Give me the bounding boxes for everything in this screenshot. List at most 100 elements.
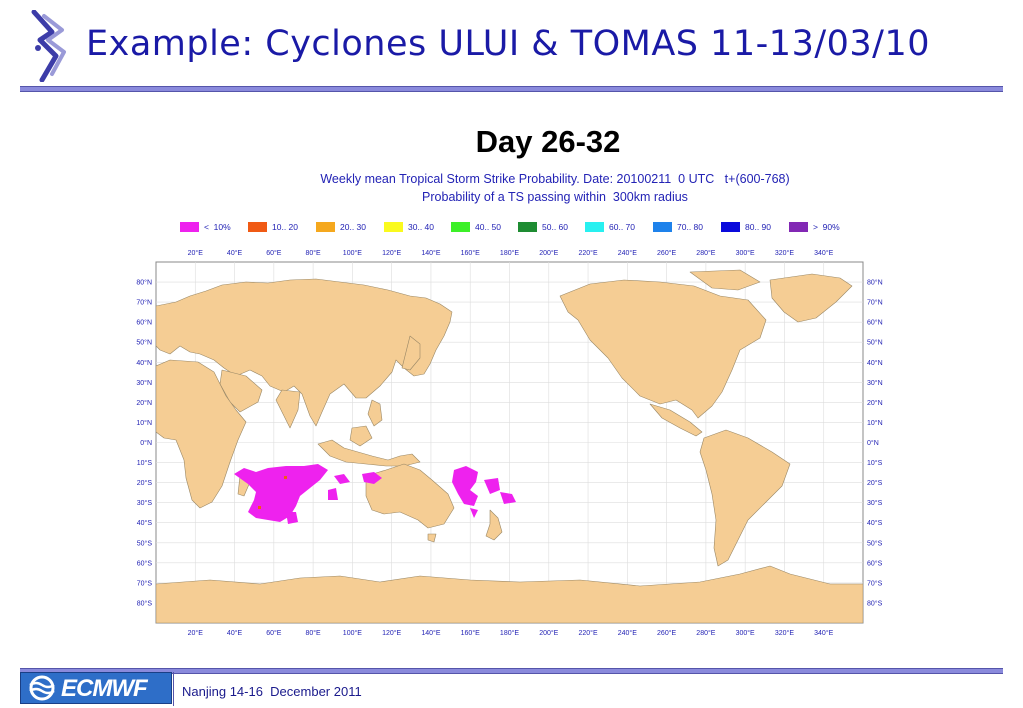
ecmwf-logo-text: ECMWF — [61, 675, 148, 702]
land-eurasia — [156, 278, 453, 427]
legend-swatch — [518, 222, 537, 232]
longitude-label: 260°E — [657, 249, 676, 257]
land-greenland — [769, 273, 853, 323]
latitude-label: 70°N — [136, 299, 152, 307]
latitude-label: 10°N — [136, 419, 152, 427]
longitude-label: 240°E — [618, 629, 637, 637]
longitude-label: 80°E — [305, 249, 321, 257]
longitude-label: 20°E — [188, 249, 204, 257]
land-central-america — [649, 403, 703, 437]
land-new-zealand — [485, 509, 503, 541]
longitude-label: 320°E — [775, 629, 794, 637]
map-subtitle-line1: Weekly mean Tropical Storm Strike Probab… — [320, 172, 790, 186]
longitude-label: 180°E — [500, 249, 519, 257]
latitude-label: 60°N — [136, 319, 152, 327]
legend-label: > 90% — [813, 222, 840, 232]
latitude-labels-right: 80°N 70°N 60°N 50°N 40°N 30°N 20°N 10°N 0°N 10°S 2… — [867, 279, 883, 608]
land-north-america — [559, 279, 767, 419]
title-rule — [20, 86, 1003, 92]
land-india — [275, 389, 301, 429]
latitude-label: 30°S — [867, 499, 883, 507]
ecmwf-logo: ECMWF — [20, 672, 172, 704]
legend-swatch — [248, 222, 267, 232]
legend-swatch — [451, 222, 470, 232]
probability-blob — [286, 512, 298, 524]
land-south-america — [699, 429, 791, 567]
land-arctic-islands — [689, 269, 761, 291]
legend-label: 40.. 50 — [475, 222, 501, 232]
probability-blob — [362, 472, 382, 484]
longitude-label: 80°E — [305, 629, 321, 637]
longitude-label: 100°E — [343, 629, 362, 637]
legend-label: 10.. 20 — [272, 222, 298, 232]
latitude-label: 40°N — [867, 359, 883, 367]
longitude-label: 220°E — [578, 249, 597, 257]
latitude-label: 50°N — [867, 339, 883, 347]
longitude-label: 180°E — [500, 629, 519, 637]
latitude-label: 20°S — [137, 479, 153, 487]
map-land — [156, 269, 863, 623]
latitude-label: 40°S — [867, 519, 883, 527]
latitude-label: 60°S — [137, 559, 153, 567]
footer-divider — [173, 672, 174, 706]
probability-blob — [484, 478, 500, 494]
latitude-label: 40°S — [137, 519, 153, 527]
longitude-label: 320°E — [775, 249, 794, 257]
longitude-label: 120°E — [382, 249, 401, 257]
probability-blob — [328, 488, 338, 500]
longitude-label: 220°E — [578, 629, 597, 637]
latitude-label: 20°S — [867, 479, 883, 487]
legend-swatch — [585, 222, 604, 232]
latitude-label: 50°S — [137, 539, 153, 547]
latitude-label: 30°N — [867, 379, 883, 387]
latitude-label: 30°N — [136, 379, 152, 387]
latitude-label: 80°S — [137, 599, 153, 607]
latitude-label: 60°S — [867, 559, 883, 567]
latitude-label: 30°S — [137, 499, 153, 507]
longitude-label: 200°E — [539, 629, 558, 637]
probability-blob — [334, 474, 350, 484]
longitude-label: 40°E — [227, 249, 243, 257]
land-japan — [401, 335, 421, 371]
land-philippines — [367, 399, 383, 427]
longitude-label: 160°E — [461, 629, 480, 637]
longitude-label: 280°E — [696, 629, 715, 637]
legend-swatch — [180, 222, 199, 232]
ecmwf-bird-logo-icon — [31, 10, 66, 82]
land-indonesia — [317, 439, 421, 467]
footer-text: Nanjing 14-16 December 2011 — [182, 684, 362, 699]
map-subtitle-line2: Probability of a TS passing within 300km… — [422, 190, 688, 204]
longitude-label: 200°E — [539, 249, 558, 257]
longitude-label: 340°E — [814, 249, 833, 257]
longitude-label: 300°E — [736, 249, 755, 257]
longitude-label: 340°E — [814, 629, 833, 637]
longitude-label: 240°E — [618, 249, 637, 257]
latitude-label: 20°N — [867, 399, 883, 407]
legend-swatch — [653, 222, 672, 232]
land-australia — [365, 463, 455, 529]
longitude-label: 60°E — [266, 629, 282, 637]
latitude-label: 40°N — [136, 359, 152, 367]
strike-probability-10-20 — [258, 476, 287, 509]
latitude-label: 50°N — [136, 339, 152, 347]
legend-label: 60.. 70 — [609, 222, 635, 232]
longitude-label: 140°E — [421, 629, 440, 637]
latitude-label: 70°S — [867, 579, 883, 587]
latitude-label: 0°N — [140, 439, 152, 447]
legend-label: 30.. 40 — [408, 222, 434, 232]
latitude-label: 20°N — [136, 399, 152, 407]
latitude-label: 70°N — [867, 299, 883, 307]
longitude-label: 160°E — [461, 249, 480, 257]
slide-title: Example: Cyclones ULUI & TOMAS 11-13/03/… — [86, 24, 930, 64]
longitude-label: 140°E — [421, 249, 440, 257]
strike-probability-area — [234, 464, 516, 524]
legend-swatch — [789, 222, 808, 232]
legend-label: 20.. 30 — [340, 222, 366, 232]
latitude-label: 10°N — [867, 419, 883, 427]
latitude-label: 80°N — [867, 279, 883, 287]
longitude-labels-top: 20°E 40°E 60°E 80°E 100°E 120°E 140°E 160°E 180°… — [188, 249, 834, 257]
probability-blob — [452, 466, 478, 506]
map-title: Day 26-32 — [475, 124, 621, 159]
longitude-label: 100°E — [343, 249, 362, 257]
probability-pixel — [258, 506, 261, 509]
